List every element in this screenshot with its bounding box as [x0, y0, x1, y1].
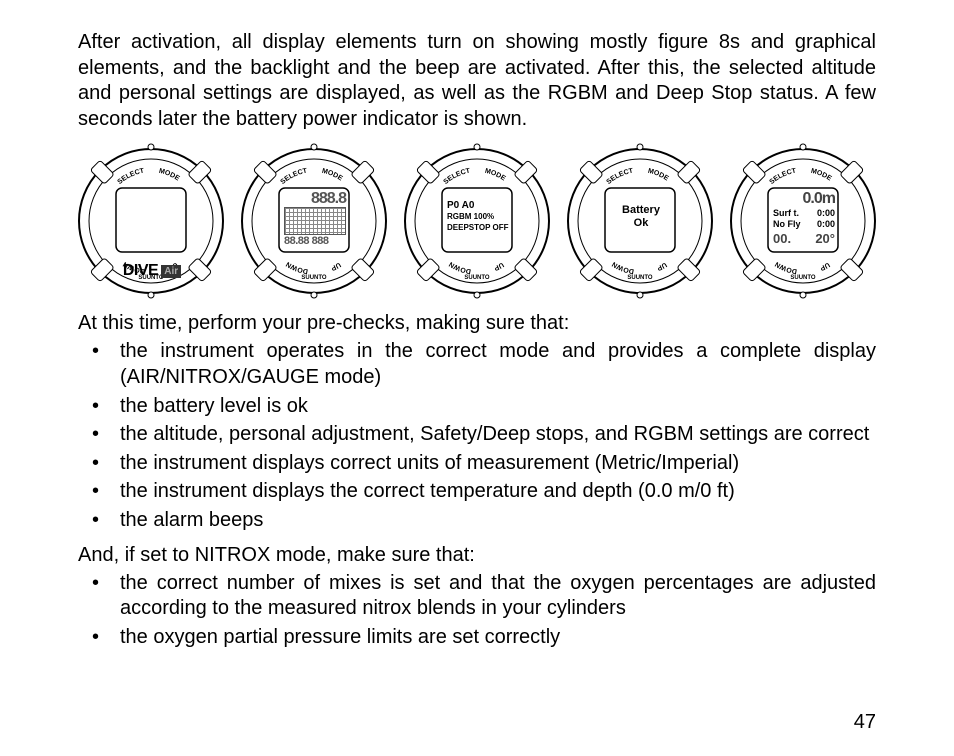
list-item: the correct number of mixes is set and t… [120, 571, 876, 622]
intro-paragraph: After activation, all display elements t… [78, 30, 876, 132]
lcd-bottom-left: 00. [773, 232, 791, 245]
watch-1: SELECT MODE DOWN UP SUUNTO DIVE Air [72, 142, 230, 300]
lcd-bottom-digits: 88.88 888 [284, 236, 346, 247]
lead-in-1: At this time, perform your pre-checks, m… [78, 312, 876, 335]
lcd-screen: 0.0m Surf t. 0:00 No Fly 0:00 00. 20° [773, 192, 835, 248]
watch-4: SELECT MODE DOWN UP SUUNTO Battery Ok [561, 142, 719, 300]
watch-5: SELECT MODE DOWN UP SUUNTO 0.0m Surf t.0… [724, 142, 882, 300]
lcd-dive-label: DIVE [123, 262, 158, 280]
checklist-1: the instrument operates in the correct m… [78, 339, 876, 533]
checklist-2: the correct number of mixes is set and t… [78, 571, 876, 651]
svg-text:SUUNTO: SUUNTO [301, 275, 327, 281]
lcd-screen: P0 A0 RGBM 100% DEEPSTOP OFF [447, 192, 509, 256]
lcd-grid [284, 207, 346, 235]
watch-3: SELECT MODE DOWN UP SUUNTO P0 A0 RGBM 10… [398, 142, 556, 300]
lead-in-2: And, if set to NITROX mode, make sure th… [78, 544, 876, 567]
lcd-temp: 20° [815, 232, 835, 245]
lcd-top-digits: 888.8 [284, 192, 346, 206]
lcd-air-label: Air [161, 265, 181, 278]
watch-row: SELECT MODE DOWN UP SUUNTO DIVE Air [72, 142, 882, 300]
list-item: the oxygen partial pressure limits are s… [120, 625, 876, 651]
lcd-line-2: RGBM 100% [447, 211, 509, 222]
page-number: 47 [854, 711, 876, 734]
lcd-depth: 0.0m [773, 192, 835, 206]
lcd-battery-status: Ok [610, 217, 672, 230]
lcd-line-3: DEEPSTOP OFF [447, 222, 509, 233]
svg-text:SUUNTO: SUUNTO [464, 275, 490, 281]
list-item: the instrument operates in the correct m… [120, 339, 876, 390]
lcd-surf-label: Surf t. [773, 208, 799, 219]
svg-text:SUUNTO: SUUNTO [790, 275, 816, 281]
lcd-battery-label: Battery [610, 204, 672, 217]
list-item: the instrument displays correct units of… [120, 451, 876, 477]
lcd-screen: 888.8 88.88 888 [284, 192, 346, 248]
list-item: the altitude, personal adjustment, Safet… [120, 422, 876, 448]
svg-text:SUUNTO: SUUNTO [627, 275, 653, 281]
lcd-nofly-label: No Fly [773, 219, 801, 230]
list-item: the alarm beeps [120, 508, 876, 534]
manual-page: After activation, all display elements t… [0, 0, 954, 756]
lcd-nofly-time: 0:00 [817, 219, 835, 230]
lcd-line-1: P0 A0 [447, 200, 509, 211]
list-item: the battery level is ok [120, 394, 876, 420]
lcd-screen: DIVE Air [121, 192, 183, 350]
lcd-screen: Battery Ok [610, 192, 672, 260]
list-item: the instrument displays the correct temp… [120, 479, 876, 505]
lcd-surf-time: 0:00 [817, 208, 835, 219]
watch-2: SELECT MODE DOWN UP SUUNTO 888.8 88.88 8… [235, 142, 393, 300]
